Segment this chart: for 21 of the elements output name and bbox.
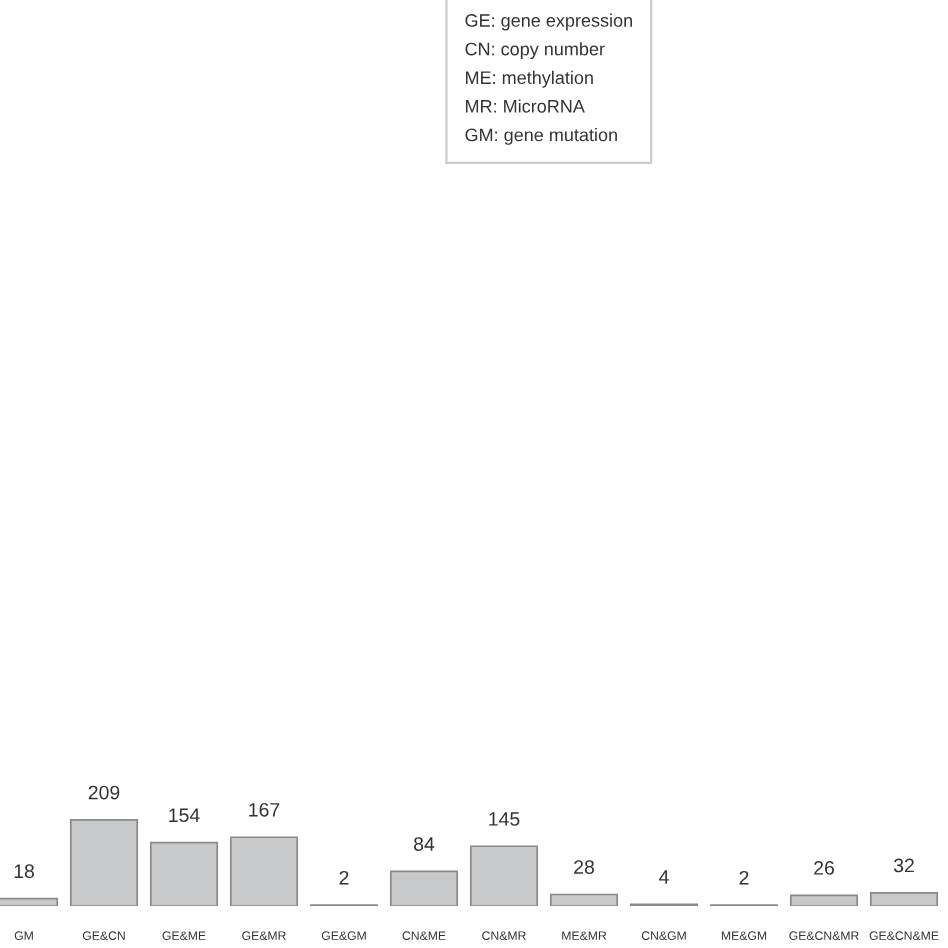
bar	[229, 836, 299, 906]
data-label: 4	[659, 870, 669, 884]
bar	[469, 845, 539, 906]
data-label: 84	[414, 837, 435, 851]
bar	[789, 894, 859, 906]
data-label: 154	[169, 808, 200, 823]
bar	[149, 841, 219, 906]
data-label: 167	[249, 802, 280, 817]
data-label: 209	[88, 785, 120, 800]
bar	[69, 819, 139, 906]
data-label: 26	[814, 861, 834, 875]
data-label: 18	[14, 864, 34, 879]
data-label: 2	[339, 870, 349, 885]
bar	[549, 893, 619, 906]
data-label: 2	[739, 870, 749, 885]
data-label: 28	[574, 860, 594, 874]
bar	[389, 870, 459, 906]
data-label: 145	[489, 812, 520, 826]
bar	[869, 891, 939, 906]
data-label: 32	[893, 858, 914, 873]
annotation: GE: gene expression CN: copy number ME: methylation MR: MicroRNA GM: gene mutation	[465, 13, 632, 145]
